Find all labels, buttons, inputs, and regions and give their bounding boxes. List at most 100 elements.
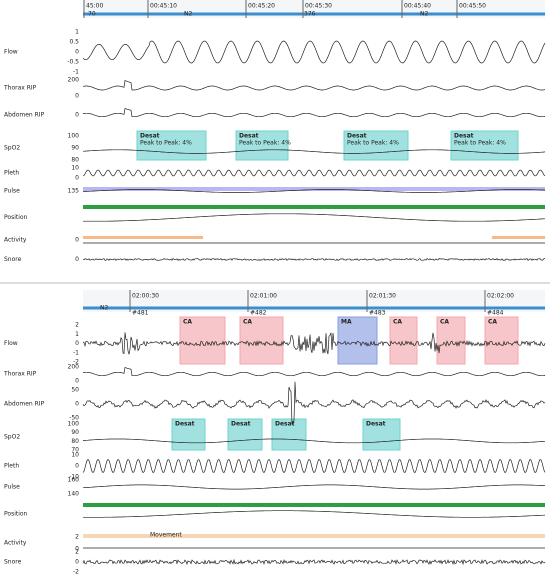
event-label: CA <box>393 319 402 326</box>
event-box <box>171 418 206 451</box>
axis-tick-label: 0 <box>75 401 79 408</box>
signal-trace <box>82 258 545 261</box>
event-label: CA <box>488 319 497 326</box>
activity-band <box>83 236 203 239</box>
axis-tick-label: 0 <box>75 237 79 244</box>
activity-band <box>83 534 545 538</box>
signal-trace <box>83 213 545 222</box>
axis-tick-label: 100 <box>68 421 80 428</box>
time-label: 45:00 <box>86 3 103 10</box>
axis-tick-label: 80 <box>71 157 79 164</box>
axis-tick-label: 2 <box>75 322 79 329</box>
epoch-label: #484 <box>487 310 504 317</box>
time-label: 00:45:40 <box>404 3 431 10</box>
event-box <box>227 418 263 451</box>
signal-trace <box>82 332 546 355</box>
event-label: Desat <box>366 421 386 428</box>
event-label: MA <box>341 319 352 326</box>
axis-tick-label: 0 <box>75 175 79 182</box>
activity-band <box>492 236 545 239</box>
time-label: 02:01:30 <box>369 293 396 300</box>
epoch-label: 70 <box>88 11 96 18</box>
axis-tick-label: 0 <box>75 49 79 56</box>
axis-tick-label: 135 <box>68 188 80 195</box>
axis-tick-label: 0 <box>75 112 79 119</box>
time-label: 02:00:30 <box>132 293 159 300</box>
axis-tick-label: 2 <box>75 549 79 556</box>
axis-tick-label: 50 <box>71 387 79 394</box>
event-box <box>179 316 226 365</box>
axis-tick-label: -0.5 <box>67 59 79 66</box>
axis-tick-label: 70 <box>71 447 79 454</box>
axis-tick-label: 160 <box>68 477 80 484</box>
event-box <box>136 130 207 161</box>
event-box <box>343 130 409 161</box>
axis-tick-label: 90 <box>71 429 79 436</box>
activity-label: Movement <box>150 532 182 539</box>
epoch-label: 376 <box>304 11 316 18</box>
event-label: Desat <box>231 421 251 428</box>
stage-label: N2 <box>420 11 428 18</box>
axis-tick-label: 2 <box>75 534 79 541</box>
channel-label: Pulse <box>4 484 20 491</box>
axis-tick-label: 10 <box>71 452 79 459</box>
axis-tick-label: 80 <box>71 438 79 445</box>
event-detail: Peak to Peak: 4% <box>454 140 506 147</box>
time-label: 02:02:00 <box>487 293 514 300</box>
channel-label: Activity <box>4 540 27 547</box>
signal-trace <box>82 169 546 177</box>
axis-tick-label: -1 <box>73 349 79 356</box>
channel-label: Pleth <box>4 170 19 177</box>
channel-label: Position <box>4 511 28 518</box>
signal-trace <box>82 484 546 490</box>
epoch-label: #483 <box>369 310 386 317</box>
axis-tick-label: -1 <box>73 69 79 76</box>
pulse-band <box>83 187 545 191</box>
event-box <box>235 130 289 161</box>
epoch-label: #481 <box>132 310 149 317</box>
axis-tick-label: -2 <box>73 359 79 366</box>
event-label: Desat <box>140 133 160 140</box>
event-label: CA <box>243 319 252 326</box>
axis-tick-label: 90 <box>71 145 79 152</box>
time-label: 00:45:10 <box>150 3 177 10</box>
axis-tick-label: -2 <box>73 569 79 576</box>
channel-label: Pleth <box>4 463 19 470</box>
channel-label: SpO2 <box>4 145 20 152</box>
event-box <box>484 316 519 365</box>
event-detail: Peak to Peak: 4% <box>347 140 399 147</box>
axis-tick-label: 200 <box>68 77 80 84</box>
time-label: 00:45:50 <box>459 3 486 10</box>
channel-label: Pulse <box>4 188 20 195</box>
channel-label: Flow <box>4 340 18 347</box>
event-box <box>239 316 284 365</box>
axis-tick-label: 0 <box>75 559 79 566</box>
axis-tick-label: 200 <box>68 364 80 371</box>
stage-label: N2 <box>184 11 192 18</box>
axis-tick-label: 0 <box>75 378 79 385</box>
channel-label: Position <box>4 214 28 221</box>
signal-trace <box>82 149 546 154</box>
axis-tick-label: 140 <box>68 491 80 498</box>
signal-trace <box>82 108 546 118</box>
channel-label: Flow <box>4 49 18 56</box>
event-label: Desat <box>275 421 295 428</box>
axis-tick-label: 0 <box>75 546 79 553</box>
axis-tick-label: 10 <box>71 165 79 172</box>
signal-trace <box>82 367 546 377</box>
axis-tick-label: 1 <box>75 331 79 338</box>
axis-tick-label: -50 <box>69 415 79 422</box>
event-box <box>389 316 418 365</box>
event-box <box>362 418 401 451</box>
axis-tick-label: 0 <box>75 463 79 470</box>
epoch-label: #482 <box>250 310 267 317</box>
position-band <box>83 205 545 209</box>
event-box <box>450 130 519 161</box>
axis-tick-label: 1 <box>75 29 79 36</box>
time-label: 00:45:30 <box>305 3 332 10</box>
signal-trace <box>83 189 546 193</box>
axis-tick-label: 0 <box>75 93 79 100</box>
